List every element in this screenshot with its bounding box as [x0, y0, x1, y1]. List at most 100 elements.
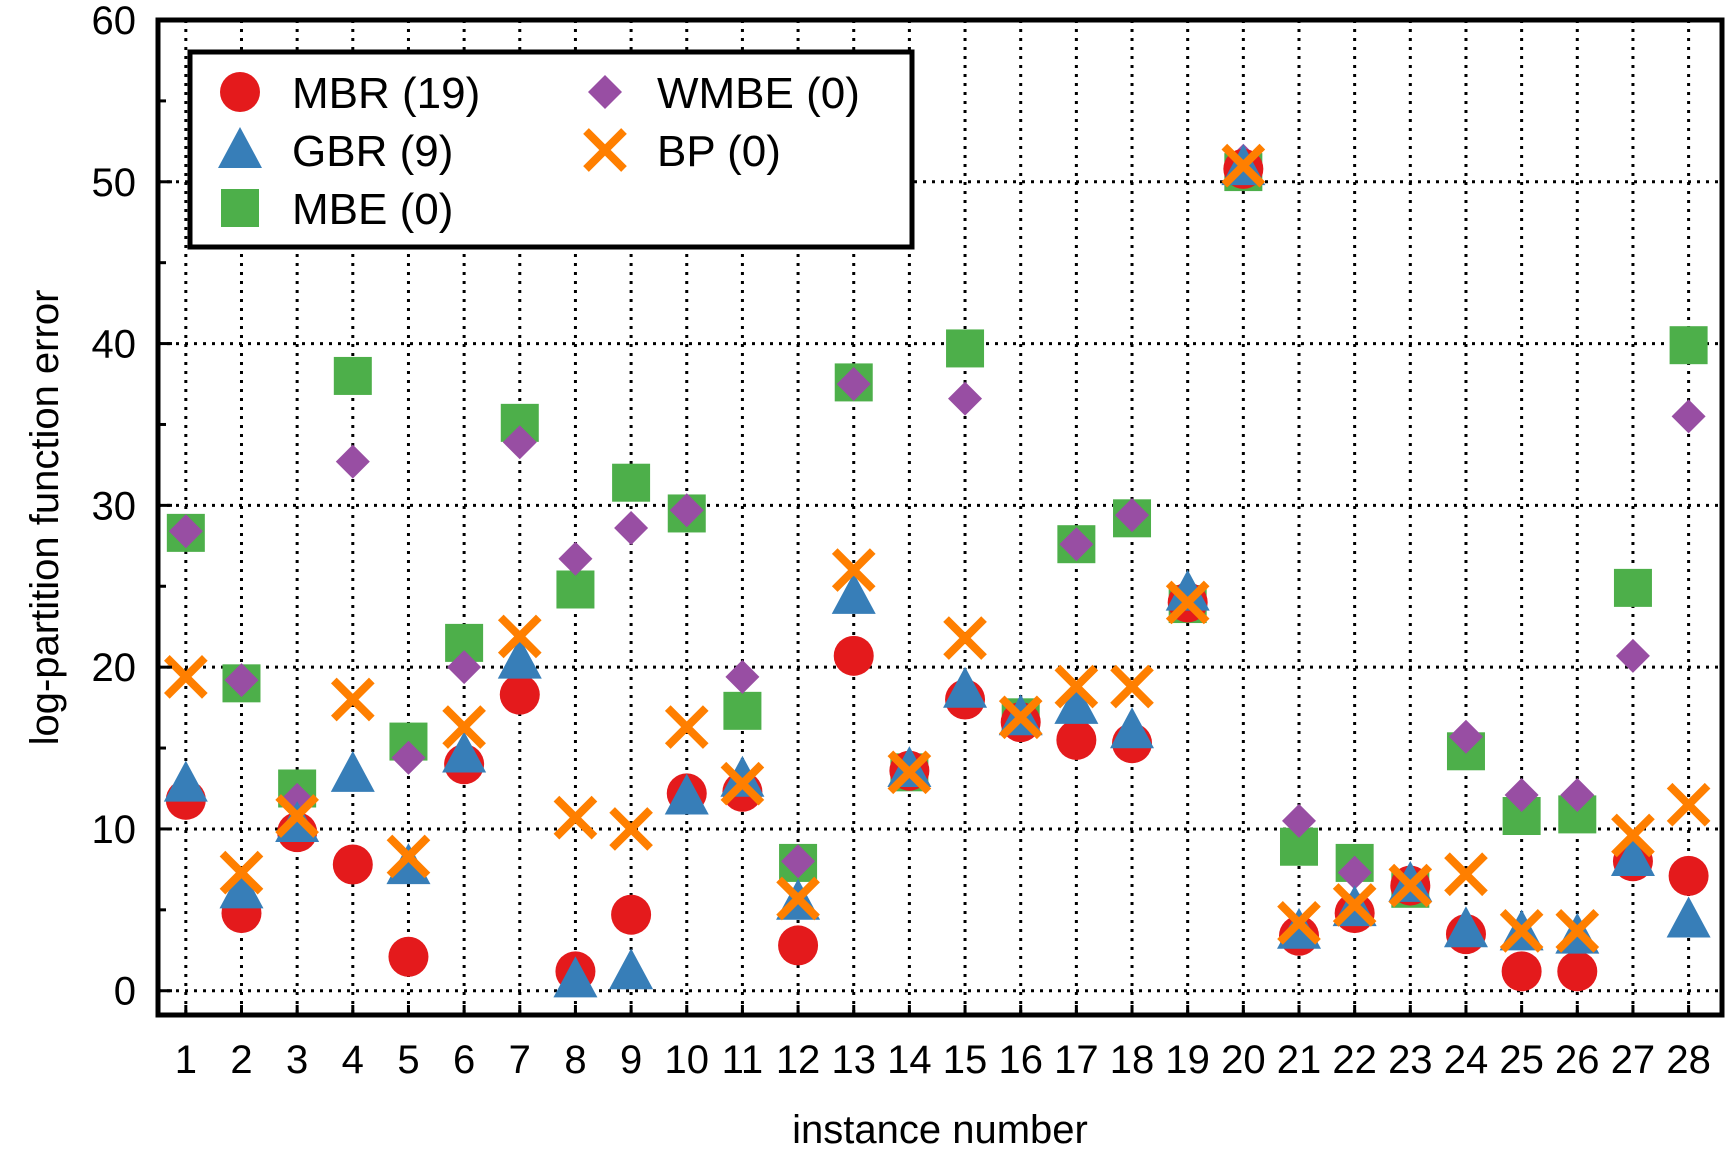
x-tick-label: 18 [1110, 1038, 1155, 1082]
point-bp [998, 695, 1043, 740]
point-bp [219, 850, 264, 895]
point-mbr [1056, 719, 1097, 760]
point-wmbe [1337, 855, 1372, 890]
legend-marker-mbe [221, 189, 259, 227]
point-wmbe [725, 659, 760, 694]
point-bp [1388, 863, 1433, 908]
point-gbr [1443, 906, 1488, 948]
point-mbr [499, 674, 540, 715]
y-tick-label: 40 [92, 323, 137, 367]
point-wmbe [168, 514, 203, 549]
point-gbr [943, 666, 988, 708]
x-tick-label: 20 [1221, 1038, 1266, 1082]
point-bp [1165, 580, 1210, 625]
data-marks [163, 143, 1711, 998]
point-bp [386, 834, 431, 879]
x-axis-label: instance number [792, 1108, 1088, 1152]
point-wmbe [948, 381, 983, 416]
point-mbe [723, 691, 762, 730]
point-mbe [946, 329, 985, 368]
legend-marker-bp [583, 128, 627, 172]
x-tick-label: 4 [342, 1038, 364, 1082]
point-wmbe [1115, 498, 1150, 533]
point-gbr [219, 867, 264, 909]
legend-box [187, 49, 915, 250]
point-gbr [553, 956, 598, 998]
x-tick-label: 3 [286, 1038, 308, 1082]
point-bp [664, 705, 709, 749]
legend-marker-wmbe [588, 75, 622, 109]
point-mbe [1669, 326, 1708, 365]
point-bp [1555, 909, 1600, 953]
y-axis-label: log-partition function error [23, 290, 67, 746]
point-bp [442, 705, 486, 749]
point-wmbe [836, 367, 871, 402]
x-tick-label: 12 [776, 1038, 821, 1082]
legend-label-wmbe: WMBE (0) [657, 69, 860, 118]
point-bp [831, 548, 876, 592]
point-gbr [1610, 835, 1655, 877]
point-mbr [833, 635, 874, 676]
point-gbr [664, 773, 709, 815]
x-tick-label: 19 [1165, 1038, 1210, 1082]
point-mbe [333, 356, 372, 395]
point-bp [887, 750, 932, 795]
x-tick-label: 25 [1499, 1038, 1544, 1082]
point-bp [553, 795, 598, 840]
point-gbr [1054, 682, 1099, 724]
point-wmbe [1059, 527, 1094, 562]
point-bp [497, 614, 542, 659]
point-bp [1666, 782, 1711, 827]
point-bp [1444, 852, 1488, 897]
point-wmbe [335, 444, 370, 479]
x-tick-label: 1 [175, 1038, 197, 1082]
point-bp [275, 794, 319, 838]
point-wmbe [1615, 638, 1650, 673]
legend-marker-mbr [220, 72, 260, 112]
point-gbr [497, 637, 542, 679]
point-wmbe [1504, 777, 1539, 812]
x-tick-label: 28 [1666, 1038, 1711, 1082]
point-wmbe [1448, 719, 1483, 754]
point-bp [1332, 883, 1377, 927]
x-tick-label: 6 [453, 1038, 475, 1082]
legend-label-mbe: MBE (0) [292, 185, 453, 234]
point-bp [943, 616, 987, 660]
x-tick-label: 10 [665, 1038, 710, 1082]
point-wmbe [1671, 399, 1706, 434]
y-tick-label: 60 [92, 0, 137, 43]
y-tick-label: 50 [92, 161, 137, 205]
point-gbr [386, 843, 431, 885]
point-wmbe [224, 663, 259, 698]
point-mbe [1613, 568, 1652, 607]
point-gbr [1666, 896, 1711, 938]
point-gbr [609, 948, 654, 990]
point-wmbe [1560, 777, 1595, 812]
point-mbe [556, 570, 595, 609]
point-wmbe [502, 425, 537, 460]
point-bp [330, 677, 375, 722]
point-bp [1499, 909, 1544, 953]
x-tick-label: 8 [564, 1038, 586, 1082]
x-tick-label: 21 [1277, 1038, 1322, 1082]
point-gbr [1110, 707, 1155, 749]
point-gbr [442, 731, 487, 773]
series-wmbe [168, 143, 1706, 900]
x-tick-label: 24 [1444, 1038, 1489, 1082]
x-tick-label: 5 [397, 1038, 419, 1082]
point-mbr [388, 936, 429, 977]
legend-label-bp: BP (0) [657, 127, 781, 176]
y-tick-label: 10 [92, 808, 137, 852]
series-mbe [166, 153, 1708, 908]
point-wmbe [391, 740, 426, 775]
legend-marker-gbr [218, 127, 262, 168]
series-bp [164, 143, 1711, 953]
point-gbr [1165, 569, 1210, 611]
plot-frame [155, 17, 1725, 1018]
point-mbr [1668, 855, 1709, 896]
x-tick-label: 17 [1054, 1038, 1099, 1082]
y-tick-label: 0 [114, 970, 136, 1014]
x-tick-label: 16 [998, 1038, 1043, 1082]
point-bp [1110, 664, 1154, 709]
